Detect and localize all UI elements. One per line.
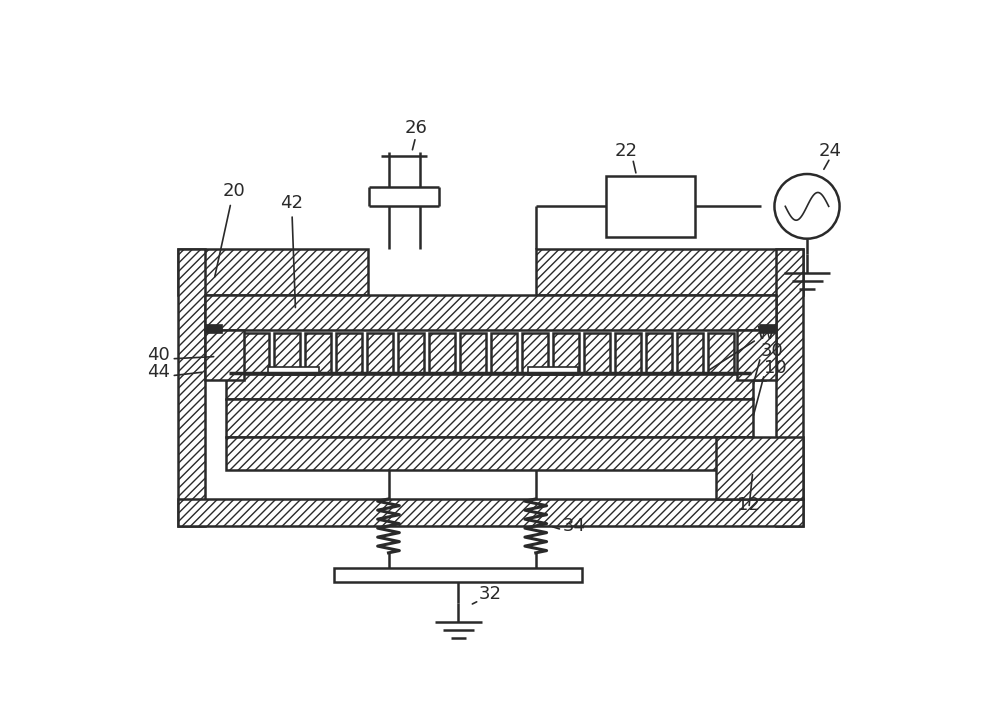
Text: 24: 24 [819,142,842,160]
Bar [336,334,362,380]
Text: 32: 32 [479,585,502,603]
Text: 10: 10 [764,359,787,377]
Bar [708,334,734,380]
Bar [398,334,424,380]
Text: 12: 12 [737,497,760,515]
Bar [367,334,393,380]
Bar [739,334,765,380]
Text: 20: 20 [215,182,245,277]
Bar [606,175,695,237]
Bar [205,324,222,334]
Bar [429,334,455,380]
Bar [305,334,331,380]
Text: 26: 26 [404,119,427,137]
Text: 42: 42 [280,194,303,307]
Bar [646,334,672,380]
Bar [243,334,269,380]
Bar [584,334,610,380]
Text: 40: 40 [147,347,169,365]
Bar [178,249,368,295]
Bar [615,334,641,380]
Bar [528,368,578,375]
Bar [226,437,753,470]
Bar [759,324,776,334]
Text: 44: 44 [147,363,170,381]
Bar [334,568,582,582]
Bar [553,334,579,380]
Bar [677,334,703,380]
Bar [205,295,776,330]
Bar [737,330,776,380]
Bar [274,334,300,380]
Text: 30: 30 [761,341,783,360]
Bar [460,334,486,380]
Bar [268,368,319,375]
Bar [776,249,803,526]
Bar [226,374,753,399]
Text: 22: 22 [615,142,638,160]
Bar [178,249,205,526]
Text: 34: 34 [563,518,586,535]
Bar [536,249,803,295]
Bar [522,334,548,380]
Bar [226,399,753,437]
Bar [491,334,517,380]
Bar [178,499,803,526]
Text: W: W [757,325,774,343]
Bar [716,437,803,499]
Bar [205,330,244,380]
